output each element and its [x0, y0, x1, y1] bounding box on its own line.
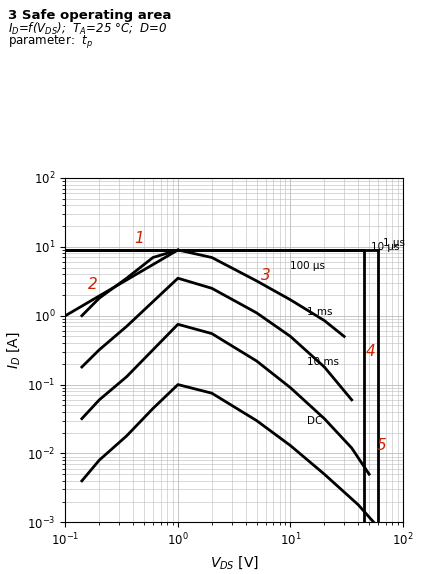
Text: 2: 2	[88, 277, 97, 292]
Text: 3: 3	[261, 268, 271, 283]
Text: 10 μs: 10 μs	[371, 242, 400, 253]
Text: 1: 1	[134, 231, 144, 246]
Text: 1 μs: 1 μs	[384, 238, 406, 247]
Text: 1 ms: 1 ms	[307, 307, 333, 316]
Text: 3 Safe operating area: 3 Safe operating area	[8, 9, 172, 22]
Text: 5: 5	[377, 438, 387, 453]
Text: 4: 4	[366, 344, 376, 359]
X-axis label: $V_{DS}$ [V]: $V_{DS}$ [V]	[210, 554, 259, 571]
Text: $I_D$=f($V_{DS}$);  $T_A$=25 °C;  $D$=0: $I_D$=f($V_{DS}$); $T_A$=25 °C; $D$=0	[8, 21, 168, 37]
Text: parameter:  $t_p$: parameter: $t_p$	[8, 33, 93, 51]
Y-axis label: $I_D$ [A]: $I_D$ [A]	[5, 331, 22, 369]
Text: 100 μs: 100 μs	[290, 261, 325, 272]
Text: DC: DC	[307, 416, 322, 425]
Text: 10 ms: 10 ms	[307, 358, 339, 367]
